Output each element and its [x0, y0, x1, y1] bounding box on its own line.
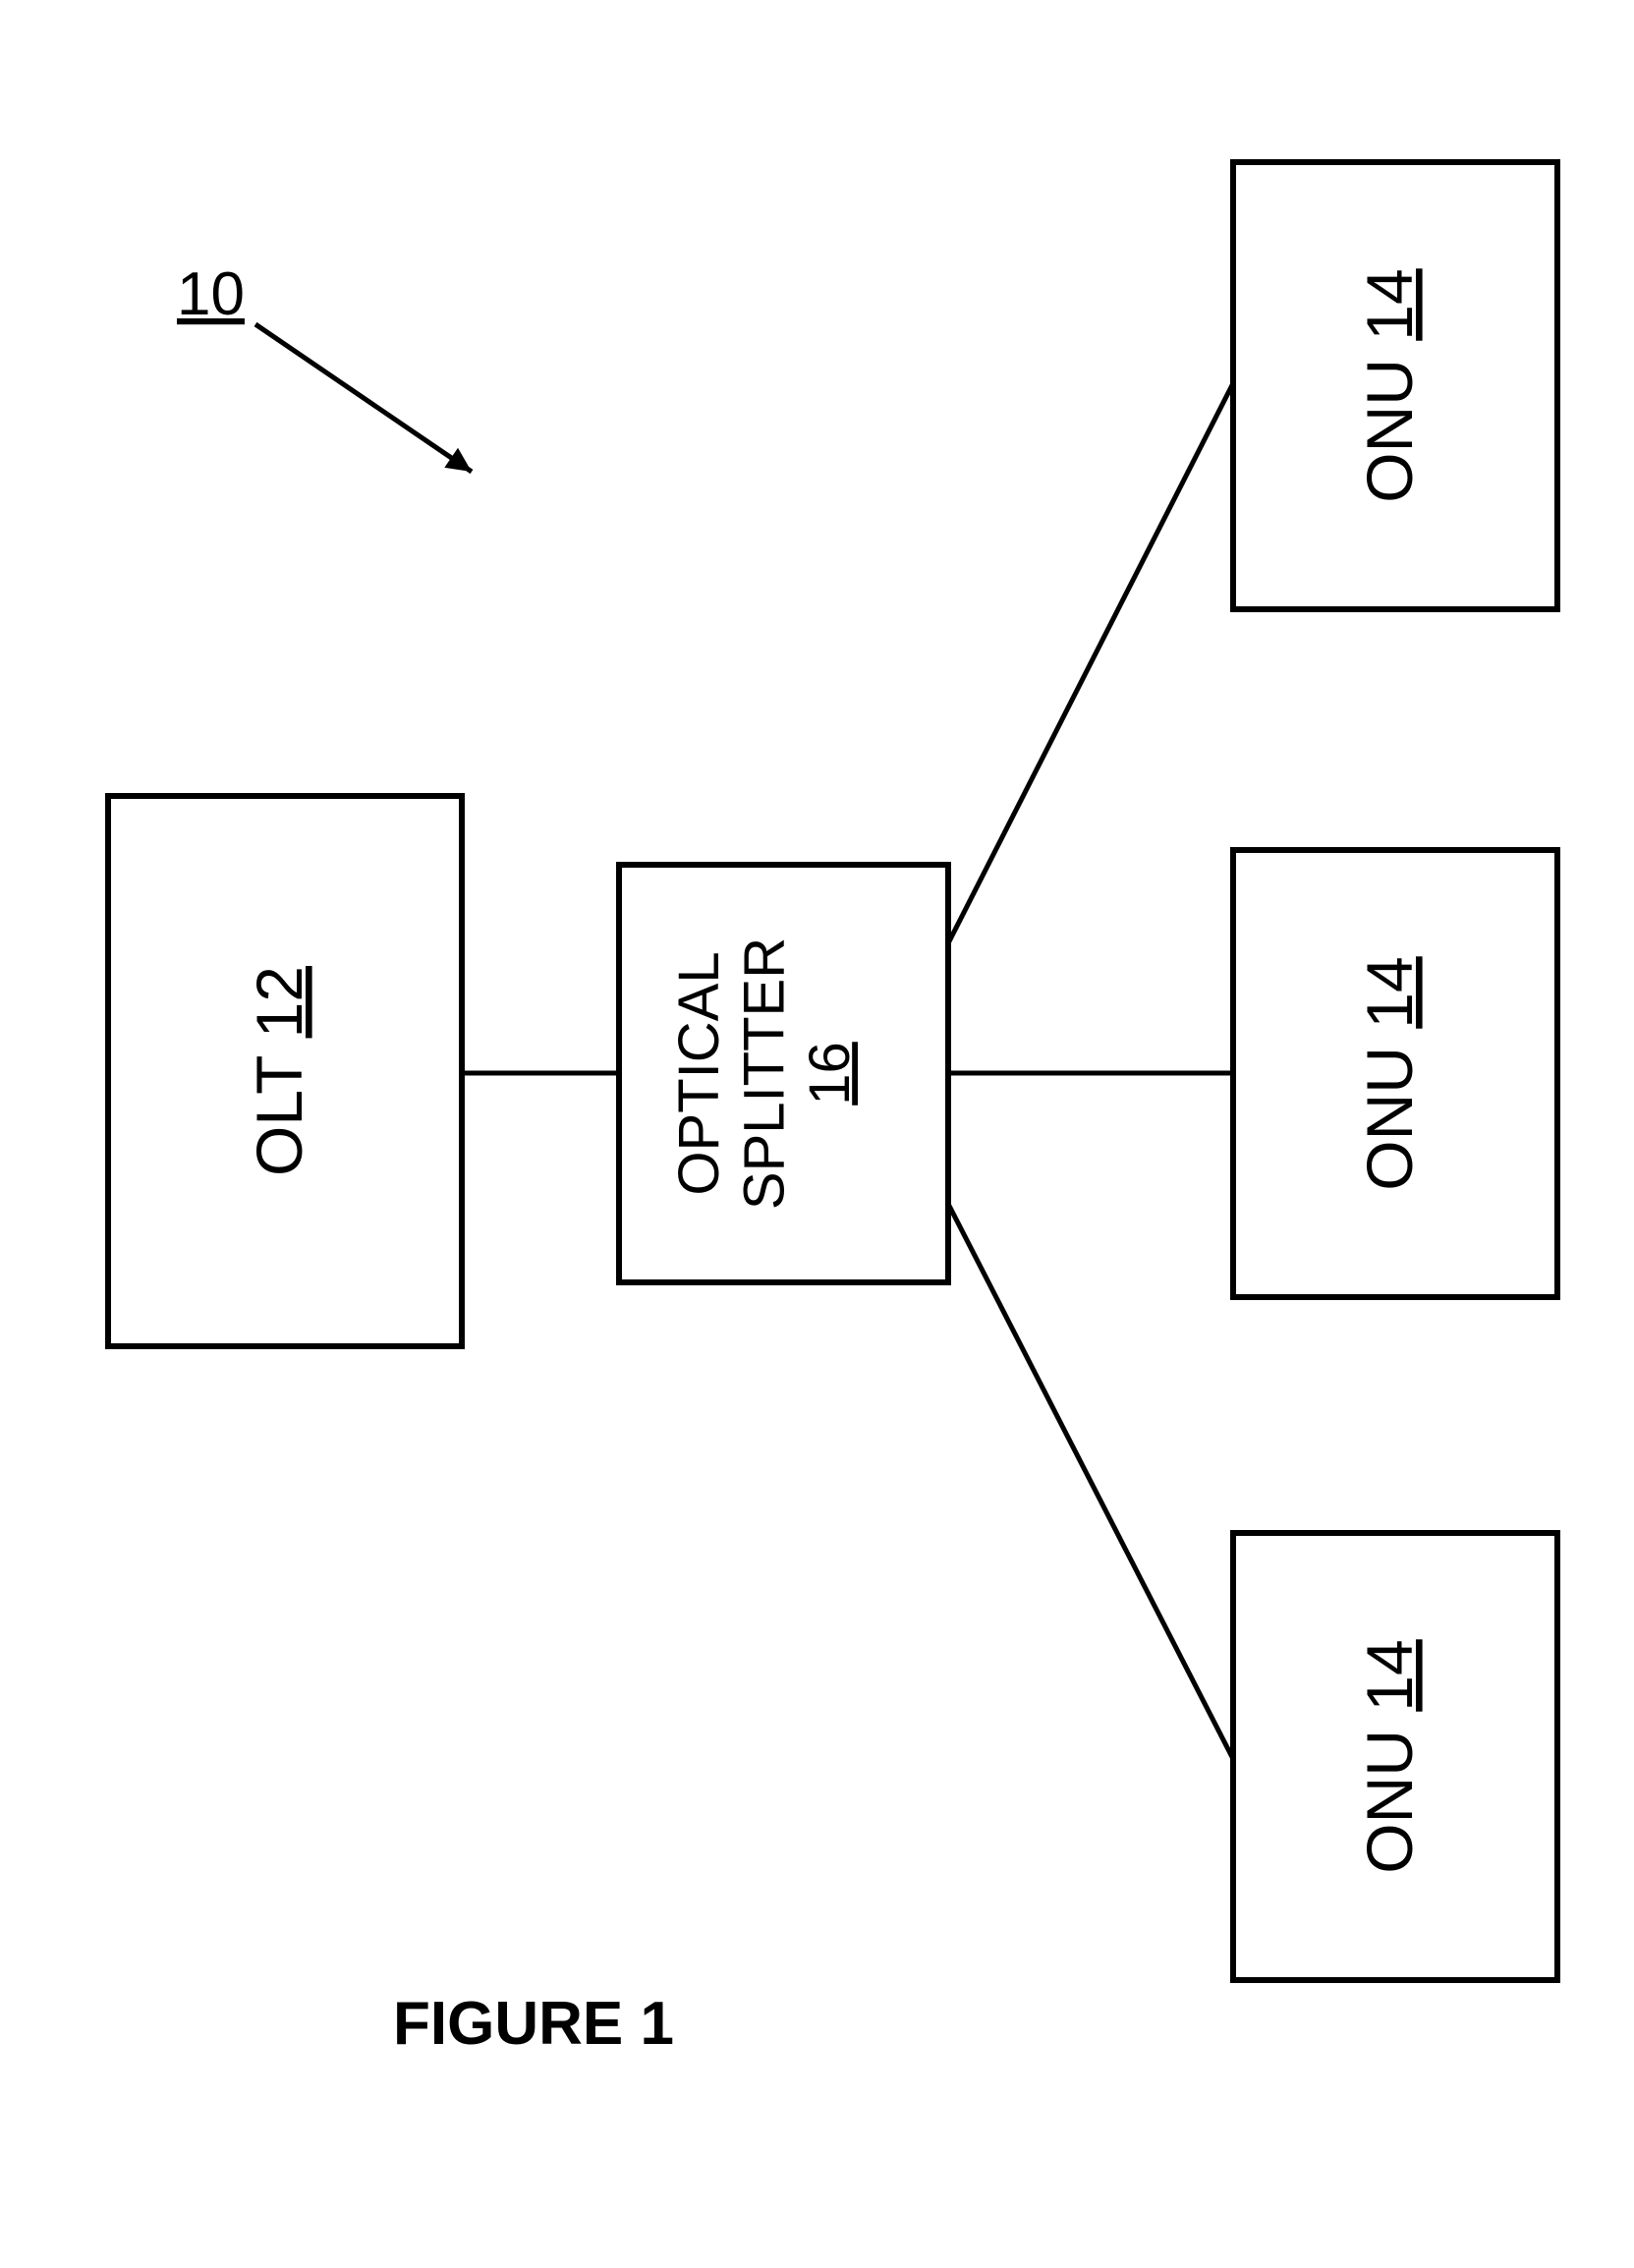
svg-text:16: 16 [798, 1042, 862, 1106]
onu2-box: ONU 14 [1233, 850, 1557, 1297]
svg-text:OPTICAL: OPTICAL [667, 951, 731, 1195]
svg-text:ONU 14: ONU 14 [1353, 268, 1426, 502]
figure-label: FIGURE 1 [393, 1990, 674, 2058]
onu3-box: ONU 14 [1233, 1533, 1557, 1980]
svg-text:ONU 14: ONU 14 [1353, 956, 1426, 1190]
svg-text:ONU 14: ONU 14 [1353, 1639, 1426, 1873]
system-ref-label: 10 [177, 260, 245, 328]
onu1-box: ONU 14 [1233, 162, 1557, 609]
svg-text:SPLITTER: SPLITTER [733, 937, 797, 1210]
olt-box: OLT 12 [108, 796, 462, 1346]
splitter-box: OPTICALSPLITTER16 [619, 865, 948, 1282]
svg-text:OLT 12: OLT 12 [243, 966, 315, 1176]
